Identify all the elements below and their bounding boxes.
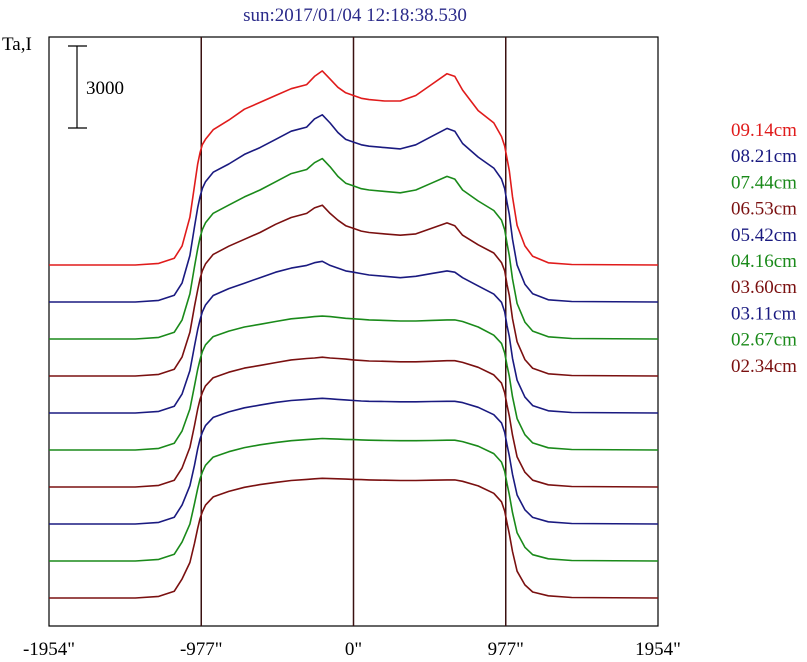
legend-entry-04.16cm: 04.16cm — [731, 251, 797, 272]
legend-entry-03.11cm: 03.11cm — [731, 303, 796, 324]
series-lines — [49, 70, 659, 599]
x-tick-label: 977" — [488, 639, 524, 660]
series-line-08.21cm — [49, 114, 659, 303]
x-tick-labels: -1954" -977" 0" 977" 1954" — [23, 639, 681, 660]
series-line-09.14cm — [49, 70, 659, 266]
legend: 09.14cm 08.21cm 07.44cm 06.53cm 05.42cm 04.16… — [731, 120, 797, 377]
series-line-05.42cm — [49, 260, 659, 414]
legend-entry-09.14cm: 09.14cm — [731, 120, 797, 141]
scale-bar-label: 3000 — [86, 78, 124, 99]
legend-entry-02.34cm: 02.34cm — [731, 356, 797, 377]
series-line-03.11cm — [49, 397, 659, 525]
legend-entry-03.60cm: 03.60cm — [731, 277, 797, 298]
series-line-07.44cm — [49, 157, 659, 340]
series-line-04.16cm — [49, 315, 659, 451]
x-tick-label: -1954" — [23, 639, 75, 660]
legend-entry-02.67cm: 02.67cm — [731, 330, 797, 351]
x-tick-label: 0" — [345, 639, 362, 660]
series-line-03.60cm — [49, 356, 659, 488]
reference-lines — [200, 37, 507, 626]
legend-entry-06.53cm: 06.53cm — [731, 199, 797, 220]
legend-entry-07.44cm: 07.44cm — [731, 172, 797, 193]
legend-entry-05.42cm: 05.42cm — [731, 225, 797, 246]
y-axis-label: Ta,I — [2, 34, 32, 55]
series-line-02.67cm — [49, 437, 659, 562]
chart-title: sun:2017/01/04 12:18:38.530 — [243, 5, 467, 26]
x-tick-label: -977" — [180, 639, 223, 660]
legend-entry-08.21cm: 08.21cm — [731, 146, 797, 167]
series-line-06.53cm — [49, 204, 659, 377]
series-line-02.34cm — [49, 477, 659, 599]
scale-bar: 3000 — [68, 45, 124, 129]
x-tick-label: 1954" — [635, 639, 681, 660]
